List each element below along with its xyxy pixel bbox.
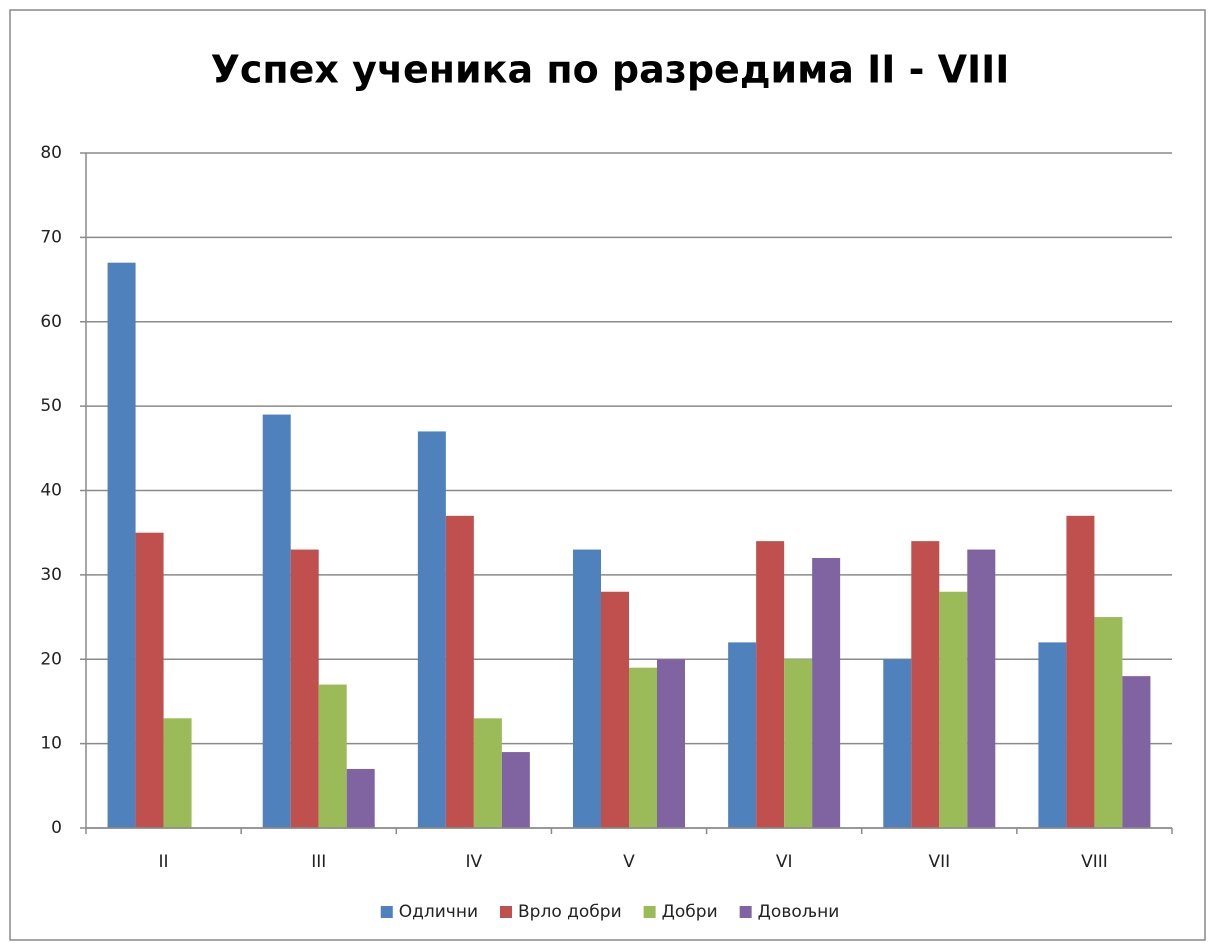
bar xyxy=(290,549,319,828)
legend-swatch xyxy=(380,906,393,918)
bar xyxy=(346,768,375,828)
chart-title: Успех ученика по разредима II - VIII xyxy=(211,48,1010,92)
y-tick-label: 40 xyxy=(40,481,62,501)
bar xyxy=(1066,515,1095,828)
bar xyxy=(784,659,813,828)
y-tick-label: 10 xyxy=(40,734,62,754)
bar xyxy=(756,541,785,828)
x-tick-label: V xyxy=(623,852,635,872)
y-tick-label: 30 xyxy=(40,565,62,585)
bar xyxy=(812,558,841,828)
y-tick-label: 80 xyxy=(40,143,62,163)
bar xyxy=(262,414,291,828)
y-tick-label: 0 xyxy=(51,818,62,838)
bar xyxy=(911,541,940,828)
legend-label: Одлични xyxy=(399,902,478,922)
bar xyxy=(473,718,502,828)
legend-label: Врло добри xyxy=(518,902,622,922)
bar xyxy=(728,642,757,828)
bar xyxy=(1122,676,1151,828)
legend-swatch xyxy=(643,906,656,918)
bar xyxy=(629,667,657,828)
x-tick-label: VIII xyxy=(1081,852,1108,872)
bar xyxy=(601,591,629,828)
bar xyxy=(417,431,446,828)
y-tick-label: 20 xyxy=(40,649,62,669)
bar xyxy=(1094,617,1123,828)
y-tick-label: 50 xyxy=(40,396,62,416)
y-tick-label: 70 xyxy=(40,227,62,247)
bar xyxy=(967,549,996,828)
legend-swatch xyxy=(739,906,752,918)
bar xyxy=(135,532,164,828)
bar xyxy=(883,659,912,828)
legend-swatch xyxy=(500,906,513,918)
y-tick-label: 60 xyxy=(40,312,62,332)
legend-label: Довољни xyxy=(758,902,840,922)
x-tick-label: III xyxy=(311,852,326,872)
bar xyxy=(939,591,968,828)
bar xyxy=(501,752,530,828)
x-tick-label: IV xyxy=(466,852,483,872)
bar xyxy=(573,549,601,828)
x-tick-label: II xyxy=(159,852,169,872)
bar xyxy=(445,515,474,828)
bar xyxy=(107,262,136,828)
legend-label: Добри xyxy=(662,902,718,922)
x-tick-label: VI xyxy=(776,852,793,872)
bar xyxy=(657,659,685,828)
bar xyxy=(318,684,347,828)
x-tick-label: VII xyxy=(928,852,950,872)
bar xyxy=(163,718,192,828)
bar xyxy=(1038,642,1067,828)
